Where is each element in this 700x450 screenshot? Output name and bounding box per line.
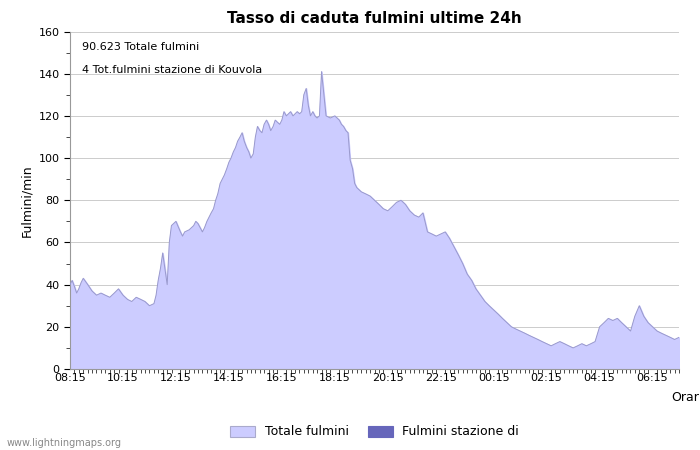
Y-axis label: Fulmini/min: Fulmini/min [20,164,33,237]
Text: www.lightningmaps.org: www.lightningmaps.org [7,438,122,448]
Title: Tasso di caduta fulmini ultime 24h: Tasso di caduta fulmini ultime 24h [227,11,522,26]
Legend: Totale fulmini, Fulmini stazione di: Totale fulmini, Fulmini stazione di [223,419,526,445]
Text: 90.623 Totale fulmini: 90.623 Totale fulmini [82,42,200,52]
X-axis label: Orario: Orario [672,391,700,404]
Text: 4 Tot.fulmini stazione di Kouvola: 4 Tot.fulmini stazione di Kouvola [82,65,262,75]
